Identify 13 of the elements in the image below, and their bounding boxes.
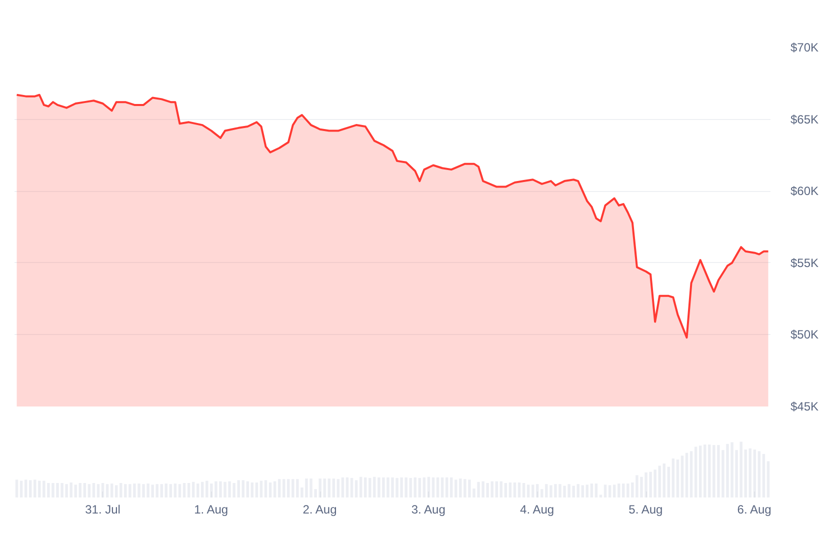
x-tick-label: 1. Aug [194, 502, 228, 516]
x-tick-label: 31. Jul [85, 502, 120, 516]
x-tick-label: 4. Aug [520, 502, 554, 516]
y-tick-label: $60K [790, 184, 819, 198]
y-tick-label: $45K [790, 400, 819, 414]
y-tick-label: $70K [790, 40, 819, 54]
y-tick-label: $65K [790, 112, 819, 126]
y-tick-label: $50K [790, 328, 819, 342]
x-tick-label: 2. Aug [302, 502, 337, 516]
y-tick-label: $55K [790, 256, 819, 270]
x-tick-label: 5. Aug [628, 502, 663, 516]
x-tick-label: 3. Aug [411, 502, 446, 516]
x-tick-label: 6. Aug [737, 502, 772, 516]
